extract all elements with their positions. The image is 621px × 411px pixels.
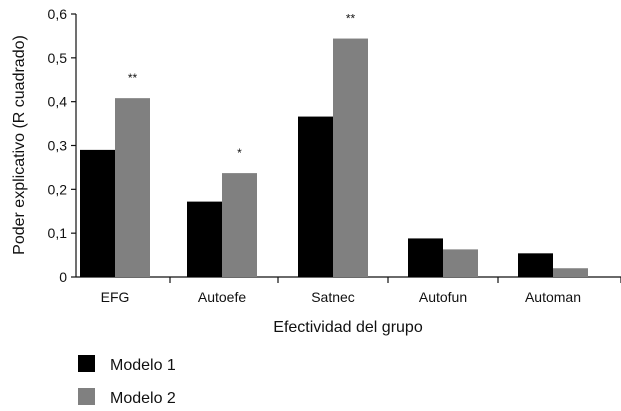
- x-tick-label: Autofun: [419, 289, 467, 305]
- y-tick-label: 0,1: [48, 225, 68, 241]
- bar-automan-modelo-2: [553, 268, 588, 277]
- y-tick-label: 0,2: [48, 181, 68, 197]
- bar-satnec-modelo-2: [333, 38, 368, 278]
- legend-swatch: [78, 388, 95, 405]
- bar-satnec-modelo-1: [298, 116, 333, 277]
- x-tick-label: Satnec: [311, 289, 355, 305]
- x-tick-label: Autoefe: [198, 289, 246, 305]
- y-tick-label: 0,5: [48, 50, 68, 66]
- bar-efg-modelo-2: [115, 98, 150, 277]
- bar-autoefe-modelo-1: [187, 201, 222, 277]
- legend-label: Modelo 2: [110, 390, 176, 407]
- significance-label: *: [237, 146, 242, 160]
- bar-automan-modelo-1: [518, 253, 553, 277]
- legend-swatch: [78, 355, 95, 372]
- bar-efg-modelo-1: [80, 149, 115, 277]
- bar-autoefe-modelo-2: [222, 173, 257, 277]
- significance-label: **: [346, 12, 356, 26]
- x-tick-label: EFG: [101, 289, 130, 305]
- significance-label: **: [128, 71, 138, 85]
- bar-autofun-modelo-1: [408, 238, 443, 277]
- y-axis-title: Poder explicativo (R cuadrado): [11, 35, 28, 255]
- y-tick-label: 0,6: [48, 6, 68, 22]
- x-axis-title: Efectividad del grupo: [273, 319, 423, 336]
- y-tick-label: 0: [59, 269, 67, 285]
- x-tick-label: Automan: [525, 289, 581, 305]
- y-tick-label: 0,3: [48, 138, 68, 154]
- y-tick-label: 0,4: [48, 94, 68, 110]
- legend-label: Modelo 1: [110, 357, 176, 374]
- bar-autofun-modelo-2: [443, 249, 478, 277]
